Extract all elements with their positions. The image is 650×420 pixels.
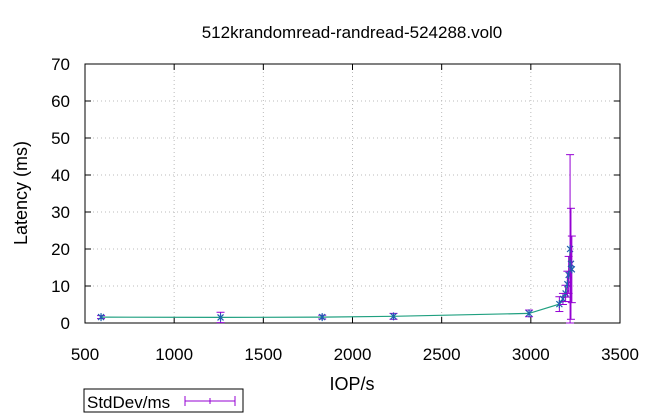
y-tick-label: 70 xyxy=(51,55,70,74)
data-point xyxy=(525,309,533,318)
data-point xyxy=(318,313,326,322)
x-tick-label: 2500 xyxy=(423,345,461,364)
data-point xyxy=(390,312,397,321)
x-tick-label: 1500 xyxy=(244,345,282,364)
series-line xyxy=(100,248,573,318)
y-tick-label: 30 xyxy=(51,203,70,222)
x-tick-label: 500 xyxy=(71,345,99,364)
y-tick-label: 20 xyxy=(51,240,70,259)
data-point xyxy=(567,259,575,268)
data-point xyxy=(563,280,571,289)
chart-title: 512krandomread-randread-524288.vol0 xyxy=(202,23,503,42)
y-tick-label: 40 xyxy=(51,166,70,185)
y-tick-label: 60 xyxy=(51,92,70,111)
legend: StdDev/ms xyxy=(83,388,244,413)
x-axis-label: IOP/s xyxy=(329,374,374,394)
y-axis-label: Latency (ms) xyxy=(11,141,31,245)
data-point xyxy=(97,313,105,322)
data-series xyxy=(97,154,576,324)
data-point xyxy=(217,313,224,322)
grid-lines xyxy=(85,64,620,323)
y-tick-label: 10 xyxy=(51,277,70,296)
y-tick-label: 50 xyxy=(51,129,70,148)
legend-errorbar-sample xyxy=(184,396,236,406)
legend-label: StdDev/ms xyxy=(87,393,170,412)
x-tick-label: 3500 xyxy=(601,345,639,364)
data-point xyxy=(568,265,576,274)
y-tick-label: 0 xyxy=(61,314,70,333)
x-tick-label: 1000 xyxy=(155,345,193,364)
x-tick-label: 3000 xyxy=(512,345,550,364)
x-tick-label: 2000 xyxy=(334,345,372,364)
legend-box xyxy=(83,388,244,413)
axis-ticks: 0 10 20 30 40 50 60 70 500 1000 1500 2000 2500 3000 35… xyxy=(51,55,639,364)
